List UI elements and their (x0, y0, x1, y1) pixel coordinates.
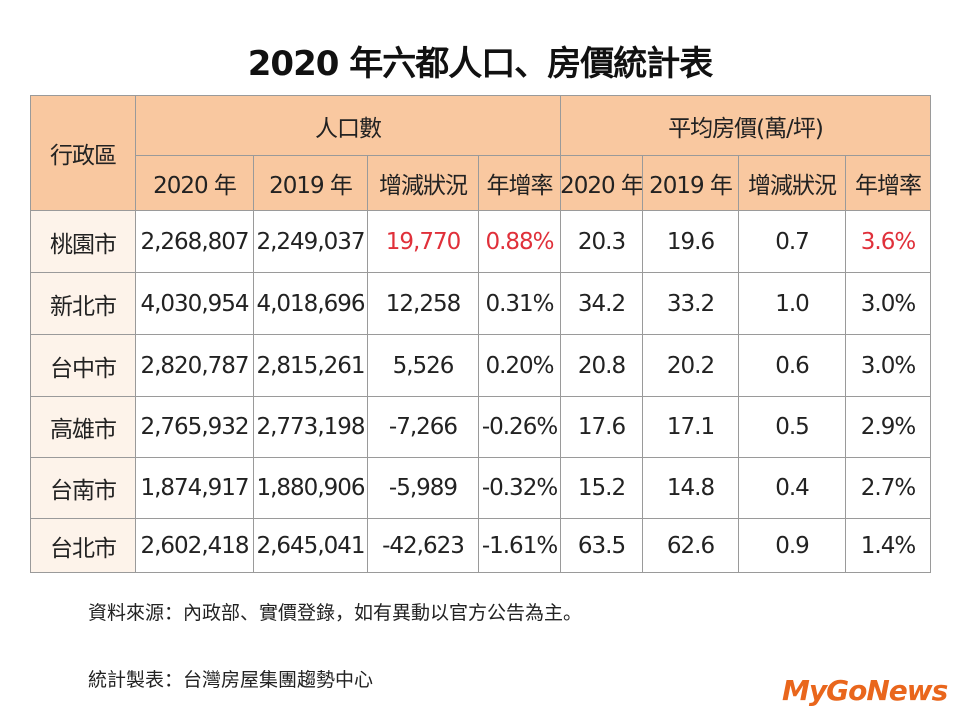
table-cell: 34.2 (560, 272, 643, 335)
table-cell: -5,989 (367, 457, 479, 519)
table-cell: 5,526 (367, 334, 479, 397)
row-header: 高雄市 (30, 396, 136, 458)
table-cell: 1,880,906 (253, 457, 368, 519)
table-cell: 2,815,261 (253, 334, 368, 397)
table-cell: 0.20% (478, 334, 561, 397)
table-cell: 0.7 (738, 210, 846, 273)
table-cell: -0.32% (478, 457, 561, 519)
group-header: 平均房價(萬/坪) (560, 95, 931, 156)
column-header: 2019 年 (253, 155, 368, 211)
table-cell: 1.4% (845, 518, 931, 573)
table-cell: -0.26% (478, 396, 561, 458)
table-cell: 1.0 (738, 272, 846, 335)
table-cell: 3.6% (845, 210, 931, 273)
column-header: 2019 年 (642, 155, 739, 211)
note: 統計製表：台灣房屋集團趨勢中心 (88, 669, 374, 691)
table-cell: 4,018,696 (253, 272, 368, 335)
table-cell: 3.0% (845, 334, 931, 397)
table-cell: 0.6 (738, 334, 846, 397)
table-cell: 2.9% (845, 396, 931, 458)
table-cell: 0.5 (738, 396, 846, 458)
table-cell: 2,268,807 (135, 210, 254, 273)
table-cell: 19,770 (367, 210, 479, 273)
table-cell: 2.7% (845, 457, 931, 519)
table-cell: 0.88% (478, 210, 561, 273)
table-cell: -1.61% (478, 518, 561, 573)
table-cell: 2,602,418 (135, 518, 254, 573)
table-cell: 19.6 (642, 210, 739, 273)
table-cell: 3.0% (845, 272, 931, 335)
row-header: 台中市 (30, 334, 136, 397)
table-cell: 2,249,037 (253, 210, 368, 273)
column-header: 年增率 (478, 155, 561, 211)
table-cell: 20.2 (642, 334, 739, 397)
table-cell: 63.5 (560, 518, 643, 573)
table-cell: 0.9 (738, 518, 846, 573)
logo: MyGoNews (782, 674, 948, 707)
table-cell: 4,030,954 (135, 272, 254, 335)
group-header: 人口數 (135, 95, 561, 156)
column-header: 2020 年 (135, 155, 254, 211)
column-header: 增減狀況 (738, 155, 846, 211)
table-cell: -7,266 (367, 396, 479, 458)
table-cell: 17.1 (642, 396, 739, 458)
column-header: 年增率 (845, 155, 931, 211)
corner-header: 行政區 (30, 95, 136, 211)
table-cell: 2,820,787 (135, 334, 254, 397)
column-header: 增減狀況 (367, 155, 479, 211)
table-cell: 62.6 (642, 518, 739, 573)
table-cell: 1,874,917 (135, 457, 254, 519)
row-header: 桃園市 (30, 210, 136, 273)
row-header: 新北市 (30, 272, 136, 335)
table-cell: 0.4 (738, 457, 846, 519)
column-header: 2020 年 (560, 155, 644, 211)
table-cell: 2,765,932 (135, 396, 254, 458)
table-cell: 33.2 (642, 272, 739, 335)
table-cell: 12,258 (367, 272, 479, 335)
title: 2020 年六都人口、房價統計表 (247, 44, 713, 84)
row-header: 台南市 (30, 457, 136, 519)
table-cell: -42,623 (367, 518, 479, 573)
table-cell: 0.31% (478, 272, 561, 335)
table-cell: 17.6 (560, 396, 643, 458)
table-cell: 15.2 (560, 457, 643, 519)
table-cell: 2,773,198 (253, 396, 368, 458)
row-header: 台北市 (30, 518, 136, 573)
table-cell: 14.8 (642, 457, 739, 519)
table-cell: 20.3 (560, 210, 643, 273)
table-cell: 20.8 (560, 334, 643, 397)
table-cell: 2,645,041 (253, 518, 368, 573)
note: 資料來源：內政部、實價登錄，如有異動以官方公告為主。 (88, 602, 583, 624)
